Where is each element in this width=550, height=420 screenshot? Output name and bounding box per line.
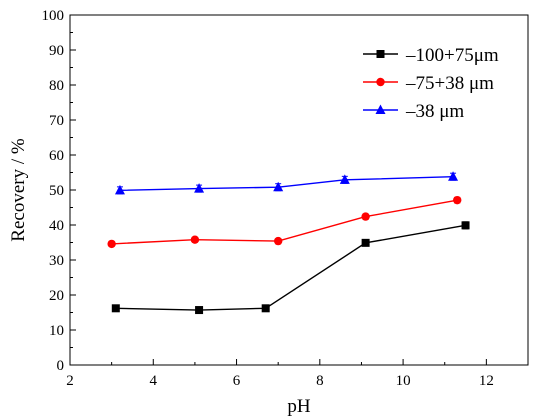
legend-entry: –100+75μm: [363, 45, 499, 66]
y-tick-label: 100: [42, 8, 65, 24]
data-point: [361, 212, 370, 221]
x-tick-label: 2: [66, 373, 74, 389]
data-point: [273, 236, 283, 246]
y-tick-label: 10: [49, 323, 64, 339]
y-tick-label: 80: [49, 78, 64, 94]
series-line: [111, 199, 458, 245]
legend-label: –75+38 μm: [405, 73, 494, 94]
y-axis-title: Recovery / %: [8, 138, 29, 242]
y-tick-label: 50: [49, 183, 64, 199]
data-point: [194, 183, 205, 193]
legend-label: –38 μm: [405, 101, 464, 122]
data-point: [190, 235, 200, 244]
data-point: [339, 174, 350, 184]
series-triangle: [114, 171, 459, 195]
data-point: [195, 306, 204, 315]
data-point: [111, 304, 120, 313]
legend-marker: [376, 77, 385, 87]
y-tick-label: 20: [49, 288, 64, 304]
data-point: [114, 184, 125, 195]
data-point: [461, 221, 470, 230]
y-axis-ticks: 0 10 20 30 40 50 60 70 80 90 100: [42, 8, 76, 374]
y-tick-label: 0: [57, 358, 65, 374]
legend: –100+75μm –75+38 μm –38 μm: [363, 45, 499, 122]
x-axis-ticks: 2 4 6 8 10 12: [66, 359, 494, 389]
legend-marker: [375, 104, 386, 114]
data-point: [273, 181, 284, 192]
x-tick-label: 6: [233, 373, 241, 389]
x-axis-title: pH: [287, 396, 311, 417]
y-tick-label: 90: [49, 43, 64, 59]
series-square: [111, 221, 470, 315]
series-layer: [107, 171, 470, 315]
y-tick-label: 70: [49, 113, 64, 129]
x-tick-label: 4: [150, 373, 158, 389]
legend-marker: [376, 50, 385, 58]
legend-label: –100+75μm: [405, 45, 499, 66]
y-tick-label: 60: [49, 148, 64, 164]
x-tick-label: 12: [479, 373, 494, 389]
data-point: [107, 239, 116, 249]
x-tick-label: 10: [396, 373, 411, 389]
y-tick-label: 30: [49, 253, 64, 269]
data-point: [261, 304, 270, 313]
series-circle: [107, 195, 462, 249]
x-tick-label: 8: [316, 373, 324, 389]
data-point: [448, 171, 459, 181]
legend-entry: –75+38 μm: [363, 73, 494, 94]
legend-entry: –38 μm: [363, 101, 464, 122]
series-line: [119, 176, 454, 192]
data-point: [453, 195, 462, 205]
y-tick-label: 40: [49, 218, 64, 234]
data-point: [361, 238, 370, 247]
